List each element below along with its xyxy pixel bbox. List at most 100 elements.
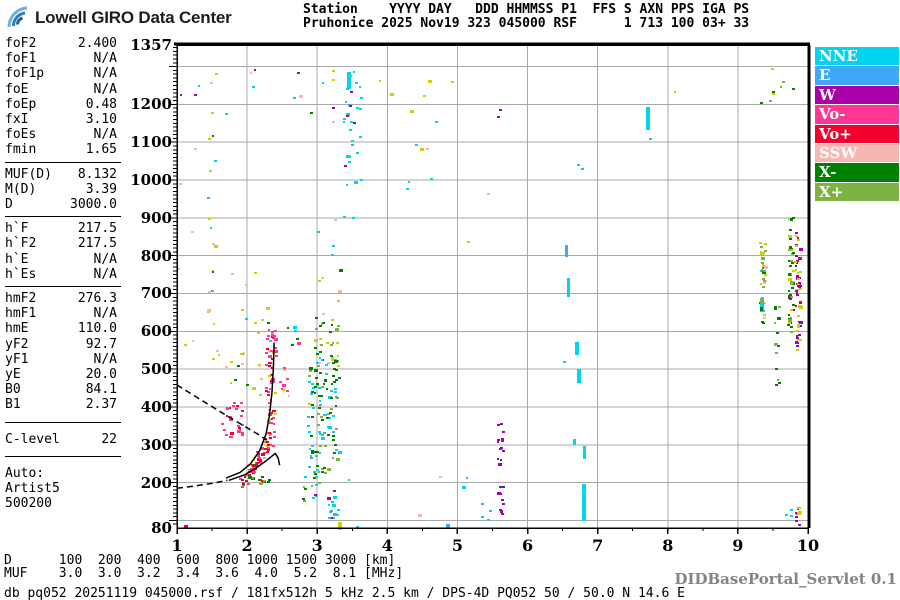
legend-item-vo: Vo+ (815, 124, 899, 143)
param-label: foE (5, 81, 29, 97)
param-label: h`F2 (5, 236, 37, 252)
param-value: N/A (93, 51, 117, 67)
param-row-md: M(D) 3.39 (5, 182, 117, 197)
param-row-hf: h`F 217.5 (5, 221, 117, 236)
legend-item-vo: Vo- (815, 105, 899, 124)
y-tick-label-200: 200 (140, 473, 172, 492)
y-tick-label-1000: 1000 (130, 171, 172, 190)
param-value: N/A (93, 306, 117, 322)
param-row-foe: foE N/A (5, 82, 117, 97)
x-tick-label-6: 6 (521, 536, 534, 555)
giro-wave-icon (7, 6, 28, 28)
d-muf-table: D 100 200 400 600 800 1000 1500 3000 [km… (4, 554, 403, 580)
x-tick-label-3: 3 (311, 536, 323, 555)
parameter-panel: foF2 2.400 foF1 N/A foF1p N/A foE N/A foEp 0.48 fx… (5, 36, 121, 511)
param-label: B0 (5, 382, 21, 398)
param-label: hmF1 (5, 306, 37, 322)
param-value: 3.10 (85, 112, 117, 128)
param-value: 276.3 (77, 291, 117, 307)
param-value: N/A (93, 81, 117, 97)
param-row-he: h`E N/A (5, 252, 117, 267)
panel-separator (5, 421, 121, 423)
x-tick-label-10: 10 (796, 536, 820, 555)
y-tick-label-1100: 1100 (130, 133, 172, 152)
param-row-d: D 3000.0 (5, 197, 117, 212)
param-value: 22 (101, 431, 117, 447)
param-row-fof1: foF1 N/A (5, 51, 117, 66)
autoscaling-info: Auto: Artist5 500200 (5, 466, 121, 512)
param-value: 217.5 (77, 236, 117, 252)
param-label: yF2 (5, 336, 29, 352)
param-row-b1: B1 2.37 (5, 397, 117, 412)
x-tick-label-4: 4 (381, 536, 393, 555)
param-label: h`Es (5, 266, 37, 282)
param-value: 92.7 (85, 336, 117, 352)
auto-line: Auto: (5, 465, 45, 481)
param-row-b0: B0 84.1 (5, 382, 117, 397)
header-values-line: Pruhonice 2025 Nov19 323 045000 RSF 1 71… (303, 16, 750, 31)
legend-item-w: W (815, 85, 899, 105)
x-tick-label-9: 9 (732, 536, 744, 555)
param-value: 20.0 (85, 367, 117, 383)
param-value: 110.0 (77, 321, 117, 337)
y-tick-label-1357: 1357 (130, 36, 172, 54)
y-tick-label-600: 600 (140, 322, 172, 341)
panel-separator (5, 216, 121, 218)
x-tick-label-2: 2 (241, 536, 253, 555)
param-value: 8.132 (77, 166, 117, 182)
param-row-fmin: fmin 1.65 (5, 142, 117, 157)
y-tick-label-700: 700 (140, 284, 172, 303)
station-header: Station YYYY DAY DDD HHMMSS P1 FFS S AXN… (303, 3, 749, 31)
direction-legend: NNE E W Vo- Vo+ SSW X- X+ (815, 47, 899, 202)
x-tick-label-5: 5 (451, 536, 463, 555)
y-tick-label-1200: 1200 (130, 95, 172, 114)
param-row-hmf1: hmF1 N/A (5, 306, 117, 321)
param-value: N/A (93, 266, 117, 282)
param-label: foEs (5, 127, 37, 143)
param-row-mufd: MUF(D) 8.132 (5, 167, 117, 182)
ionogram-canvas (169, 42, 811, 534)
legend-item-e: E (815, 66, 899, 85)
param-row-hes: h`Es N/A (5, 267, 117, 282)
x-tick-label-1: 1 (171, 536, 183, 555)
param-value: N/A (93, 251, 117, 267)
param-value: N/A (93, 66, 117, 82)
param-value: 3.39 (85, 181, 117, 197)
param-value: 2.400 (77, 36, 117, 51)
param-row-foep: foEp 0.48 (5, 97, 117, 112)
param-label: C-level (5, 431, 60, 447)
param-label: h`E (5, 251, 29, 267)
param-row-ye: yE 20.0 (5, 367, 117, 382)
param-row-fof2: foF2 2.400 (5, 36, 117, 51)
panel-separator (5, 455, 121, 457)
param-value: 1.65 (85, 142, 117, 158)
logo-title: Lowell GIRO Data Center (35, 8, 232, 27)
param-row-fxi: fxI 3.10 (5, 112, 117, 127)
param-row-hf2: h`F2 217.5 (5, 236, 117, 251)
y-tick-label-900: 900 (140, 208, 172, 227)
auto-line: 500200 (5, 496, 52, 512)
muf-row: MUF 3.0 3.0 3.2 3.4 3.6 4.0 5.2 8.1 [MHz… (4, 566, 404, 581)
param-row-yf2: yF2 92.7 (5, 337, 117, 352)
panel-separator (5, 161, 121, 163)
param-label: hmE (5, 321, 29, 337)
param-row-yf1: yF1 N/A (5, 352, 117, 367)
auto-line: Artist5 (5, 481, 60, 497)
param-label: hmF2 (5, 291, 37, 307)
app-logo: Lowell GIRO Data Center (6, 5, 232, 31)
param-label: yE (5, 367, 21, 383)
param-value: 3000.0 (70, 197, 117, 213)
x-tick-label-8: 8 (662, 536, 674, 555)
param-label: D (5, 197, 13, 213)
param-label: foF1 (5, 51, 37, 67)
y-tick-label-400: 400 (140, 397, 172, 416)
param-label: h`F (5, 221, 29, 237)
legend-item-nne: NNE (815, 47, 899, 66)
param-row-foes: foEs N/A (5, 127, 117, 142)
param-value: 0.48 (85, 96, 117, 112)
param-label: foF2 (5, 36, 37, 51)
param-label: fxI (5, 112, 29, 128)
param-label: foF1p (5, 66, 45, 82)
param-value: 217.5 (77, 221, 117, 237)
param-value: N/A (93, 351, 117, 367)
